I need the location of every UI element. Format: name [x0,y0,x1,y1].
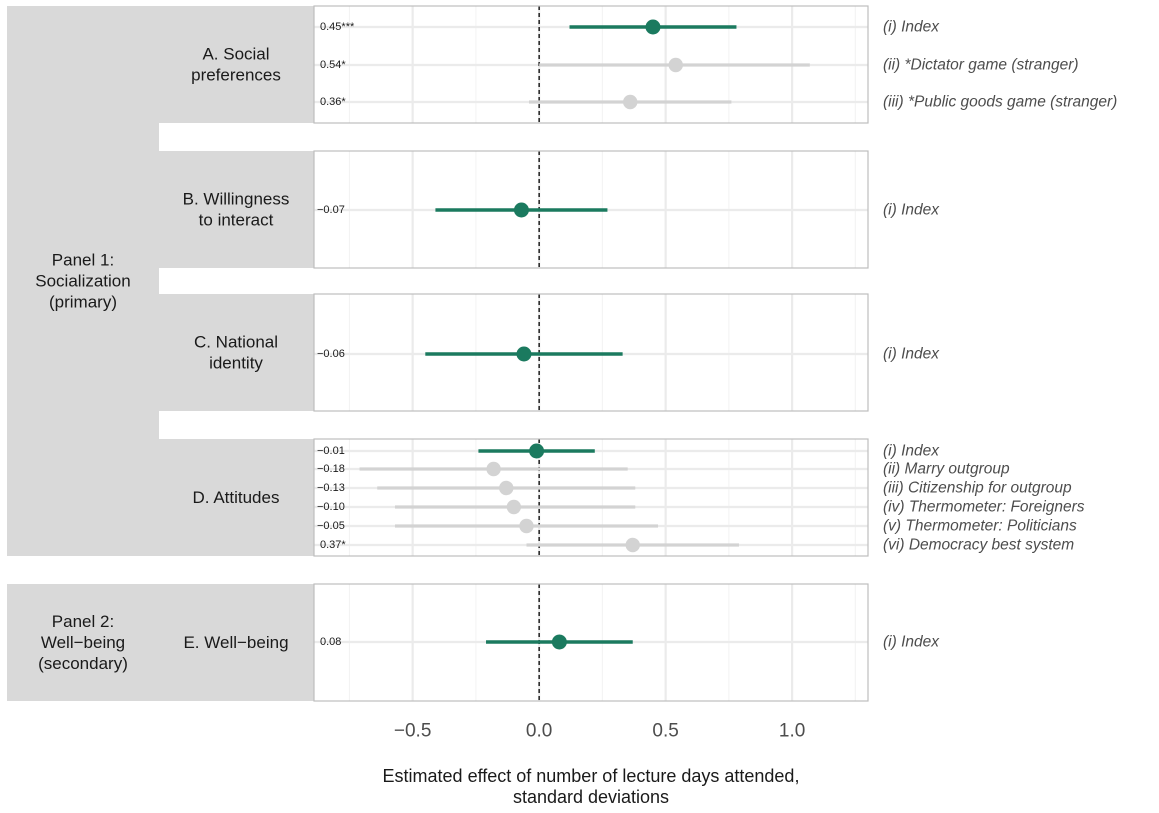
x-tick-label: 1.0 [779,721,805,742]
strip-layer: Panel 1: Socialization (primary) Panel 2: We… [7,6,314,701]
estimate-label: −0.06 [317,348,345,360]
group-strip-label: E. Well−being [183,633,288,652]
estimate-label: −0.05 [317,520,345,532]
outcome-label: (v) Thermometer: Politicians [883,518,1077,535]
point-estimate [645,19,661,35]
point-estimate [668,57,683,73]
estimate-label: −0.10 [317,501,345,513]
point-estimate [551,634,567,650]
labels-layer: 0.45*** (i) Index 0.54* (ii) *Dictator game… [317,19,1117,651]
estimate-label: 0.45*** [320,21,355,33]
panel-strip-label: Socialization [35,272,130,291]
x-tick-label: −0.5 [394,721,432,742]
facet-panel [313,293,869,412]
outcome-label: (ii) Marry outgroup [883,461,1010,478]
panel-strip-label: Panel 2: [52,612,114,631]
point-estimate [516,346,532,362]
marks-layer [359,19,810,650]
group-strip-label: D. Attitudes [193,488,280,507]
point-estimate [529,443,545,459]
x-axis-title: standard deviations [513,787,669,807]
group-strip-label: to interact [199,211,274,230]
estimate-label: −0.07 [317,204,345,216]
outcome-label: (ii) *Dictator game (stranger) [883,57,1079,74]
facet-panel [313,583,869,702]
estimate-label: −0.13 [317,482,345,494]
estimate-label: −0.18 [317,463,345,475]
estimate-label: 0.54* [320,59,346,71]
point-estimate [486,461,501,477]
point-estimate [519,518,534,534]
group-strip-label: B. Willingness [183,190,290,209]
point-estimate [499,480,514,496]
outcome-label: (iii) Citizenship for outgroup [883,480,1072,497]
panel-strip [7,6,159,556]
facet-panel [313,438,869,557]
outcome-label: (i) Index [883,346,940,363]
outcome-label: (iv) Thermometer: Foreigners [883,499,1085,516]
group-strip-label: preferences [191,66,281,85]
group-strip [159,6,314,123]
facet-panel [313,5,869,124]
estimate-label: −0.01 [317,445,345,457]
point-estimate [623,94,638,110]
panel-strip-label: Well−being [41,633,125,652]
point-estimate [513,202,529,218]
panel-strip [7,584,159,701]
outcome-label: (i) Index [883,19,940,36]
outcome-label: (i) Index [883,443,940,460]
group-strip [159,439,314,556]
outcome-label: (iii) *Public goods game (stranger) [883,94,1117,111]
x-axis: −0.5 0.0 0.5 1.0 Estimated effect of number … [383,721,806,808]
group-strip-label: C. National [194,333,278,352]
point-estimate [625,537,640,553]
estimate-label: 0.37* [320,539,346,551]
estimate-label: 0.36* [320,96,346,108]
outcome-label: (i) Index [883,634,940,651]
panel-strip-label: (secondary) [38,654,128,673]
group-strip-label: identity [209,354,263,373]
x-tick-label: 0.0 [526,721,552,742]
group-strip [159,294,314,411]
outcome-label: (i) Index [883,202,940,219]
estimate-label: 0.08 [320,636,341,648]
x-tick-label: 0.5 [652,721,678,742]
panel-strip-label: (primary) [49,293,117,312]
group-strip [159,584,314,701]
group-strip [159,151,314,268]
x-axis-title: Estimated effect of number of lecture da… [383,766,800,786]
panel-strip-label: Panel 1: [52,251,114,270]
outcome-label: (vi) Democracy best system [883,537,1074,554]
facet-panel [313,150,869,269]
point-estimate [506,499,522,515]
group-strip-label: A. Social [202,45,269,64]
